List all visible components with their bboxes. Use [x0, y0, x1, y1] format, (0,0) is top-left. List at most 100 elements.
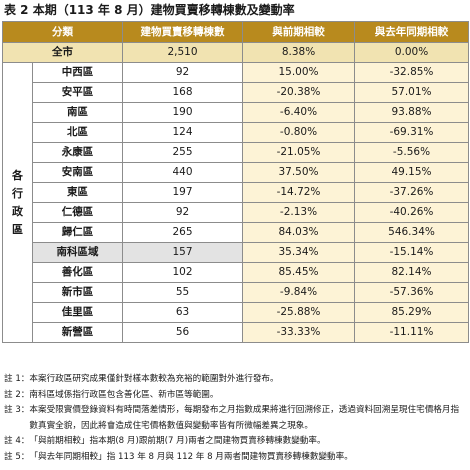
district-name: 南區	[32, 102, 123, 123]
prev-period-rate: -2.13%	[242, 202, 355, 223]
transfer-count: 92	[122, 202, 243, 223]
transfer-count: 102	[122, 262, 243, 283]
note-label: 註 2：	[4, 389, 30, 400]
district-name: 中西區	[32, 62, 123, 83]
note-item: 註 5： 「與去年同期相較」指 113 年 8 月與 112 年 8 月兩者間建物…	[4, 450, 466, 466]
yoy-rate: -5.56%	[354, 142, 469, 163]
district-name: 善化區	[32, 262, 123, 283]
prev-period-rate: 35.34%	[242, 242, 355, 263]
table-title: 表 2 本期（113 年 8 月）建物買賣移轉棟數及變動率	[4, 3, 295, 17]
prev-period-rate: 85.45%	[242, 262, 355, 283]
note-text: 本案行政區研究成果僅針對樣本數較為充裕的範圍對外進行發布。	[29, 374, 279, 384]
district-name: 新營區	[32, 322, 123, 343]
district-name: 北區	[32, 122, 123, 143]
table-row: 新營區 56 -33.33% -11.11%	[3, 322, 469, 343]
table-row: 仁德區 92 -2.13% -40.26%	[3, 202, 469, 223]
table-row: 南科區域 157 35.34% -15.14%	[3, 242, 469, 263]
transfer-count: 63	[122, 302, 243, 323]
prev-period-rate: -25.88%	[242, 302, 355, 323]
table-row: 安南區 440 37.50% 49.15%	[3, 162, 469, 183]
table-row: 佳里區 63 -25.88% 85.29%	[3, 302, 469, 323]
note-text: 本案受限實價登錄資料有時間落差情形，每期發布之月指數成果將進行回溯修正，透過資料…	[29, 405, 460, 431]
yoy-rate: 93.88%	[354, 102, 469, 123]
table-row: 新市區 55 -9.84% -57.36%	[3, 282, 469, 303]
notes-section: 註 1： 本案行政區研究成果僅針對樣本數較為充裕的範圍對外進行發布。註 2： 南科區…	[4, 372, 466, 465]
header-prev-period: 與前期相較	[242, 21, 355, 43]
prev-period-rate: -6.40%	[242, 102, 355, 123]
district-name: 南科區域	[32, 242, 123, 263]
transfer-count: 55	[122, 282, 243, 303]
transfer-count: 168	[122, 82, 243, 103]
table-row: 北區 124 -0.80% -69.31%	[3, 122, 469, 143]
yoy-rate: 546.34%	[354, 222, 469, 243]
prev-period-rate: -0.80%	[242, 122, 355, 143]
yoy-rate: -37.26%	[354, 182, 469, 203]
district-name: 永康區	[32, 142, 123, 163]
note-text: 「與前期相較」指本期(8 月)跟前期(7 月)兩者之間建物買賣移轉棟數變動率。	[29, 436, 326, 446]
header-yoy: 與去年同期相較	[354, 21, 469, 43]
note-text: 「與去年同期相較」指 113 年 8 月與 112 年 8 月兩者間建物買賣移轉…	[29, 451, 353, 462]
prev-period-rate: 15.00%	[242, 62, 355, 83]
district-name: 新市區	[32, 282, 123, 303]
transfer-table: 分類 建物買賣移轉棟數 與前期相較 與去年同期相較 全市 2,510 8.38%…	[2, 21, 469, 343]
note-item: 註 4： 「與前期相較」指本期(8 月)跟前期(7 月)兩者之間建物買賣移轉棟數變…	[4, 434, 466, 450]
note-label: 註 4：	[4, 436, 30, 446]
yoy-rate: -40.26%	[354, 202, 469, 223]
transfer-count: 440	[122, 162, 243, 183]
district-name: 歸仁區	[32, 222, 123, 243]
transfer-count: 124	[122, 122, 243, 143]
note-text: 南科區域係指行政區包含善化區、新市區等範圍。	[29, 389, 219, 400]
prev-period-rate: -9.84%	[242, 282, 355, 303]
prev-period-rate: -21.05%	[242, 142, 355, 163]
header-count: 建物買賣移轉棟數	[122, 21, 243, 43]
total-name: 全市	[2, 42, 123, 63]
yoy-rate: -32.85%	[354, 62, 469, 83]
yoy-rate: 49.15%	[354, 162, 469, 183]
district-name: 安南區	[32, 162, 123, 183]
table-row: 南區 190 -6.40% 93.88%	[3, 102, 469, 123]
note-label: 註 5：	[4, 451, 30, 462]
prev-period-rate: -33.33%	[242, 322, 355, 343]
header-district: 分類	[2, 21, 123, 43]
note-label: 註 1：	[4, 374, 30, 384]
yoy-rate: 85.29%	[354, 302, 469, 323]
total-count: 2,510	[122, 42, 243, 63]
table-row: 東區 197 -14.72% -37.26%	[3, 182, 469, 203]
note-item: 註 1： 本案行政區研究成果僅針對樣本數較為充裕的範圍對外進行發布。	[4, 372, 466, 388]
table-row: 歸仁區 265 84.03% 546.34%	[3, 222, 469, 243]
prev-period-rate: -20.38%	[242, 82, 355, 103]
table-row: 善化區 102 85.45% 82.14%	[3, 262, 469, 283]
total-yoy: 0.00%	[354, 42, 469, 63]
prev-period-rate: 37.50%	[242, 162, 355, 183]
table-row: 安平區 168 -20.38% 57.01%	[3, 82, 469, 103]
district-name: 佳里區	[32, 302, 123, 323]
transfer-count: 92	[122, 62, 243, 83]
yoy-rate: -15.14%	[354, 242, 469, 263]
transfer-count: 157	[122, 242, 243, 263]
yoy-rate: -69.31%	[354, 122, 469, 143]
transfer-count: 56	[122, 322, 243, 343]
transfer-count: 265	[122, 222, 243, 243]
note-label: 註 3：	[4, 405, 30, 415]
yoy-rate: 57.01%	[354, 82, 469, 103]
district-name: 東區	[32, 182, 123, 203]
table-row: 各行政區中西區 92 15.00% -32.85%	[2, 62, 469, 343]
yoy-rate: 82.14%	[354, 262, 469, 283]
total-row: 全市 2,510 8.38% 0.00%	[2, 42, 469, 63]
transfer-count: 255	[122, 142, 243, 163]
transfer-count: 197	[122, 182, 243, 203]
total-prev: 8.38%	[242, 42, 355, 63]
prev-period-rate: 84.03%	[242, 222, 355, 243]
header-row: 分類 建物買賣移轉棟數 與前期相較 與去年同期相較	[2, 21, 469, 43]
note-item: 註 2： 南科區域係指行政區包含善化區、新市區等範圍。	[4, 388, 466, 404]
region-label: 各行政區	[2, 62, 33, 343]
district-name: 仁德區	[32, 202, 123, 223]
table-row: 永康區 255 -21.05% -5.56%	[3, 142, 469, 163]
district-name: 安平區	[32, 82, 123, 103]
transfer-count: 190	[122, 102, 243, 123]
prev-period-rate: -14.72%	[242, 182, 355, 203]
yoy-rate: -57.36%	[354, 282, 469, 303]
note-item: 註 3： 本案受限實價登錄資料有時間落差情形，每期發布之月指數成果將進行回溯修正，…	[4, 403, 466, 434]
yoy-rate: -11.11%	[354, 322, 469, 343]
